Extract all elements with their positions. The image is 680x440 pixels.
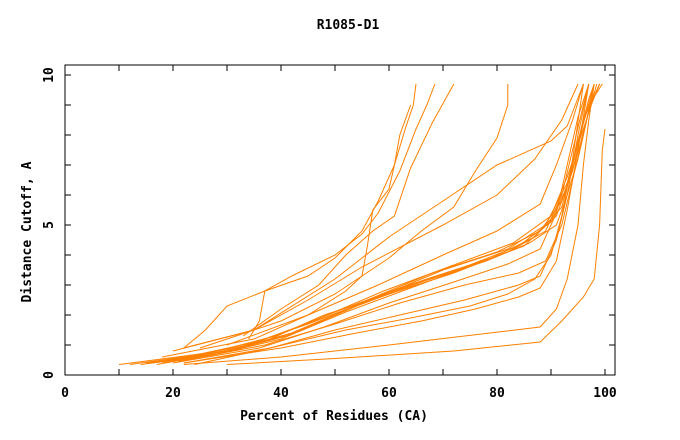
x-tick-label: 100 [593, 386, 617, 401]
series-line-8 [162, 83, 584, 358]
series-lines [118, 83, 606, 365]
axis-ticks: 0 20 40 60 80 100 0 5 10 [42, 65, 617, 401]
y-tick-label: 10 [42, 67, 57, 83]
series-line-1 [183, 83, 417, 349]
x-axis-label: Percent of Residues (CA) [240, 409, 428, 424]
x-tick-label: 20 [165, 386, 181, 401]
series-line-15 [162, 83, 603, 364]
series-line-6 [183, 83, 584, 349]
series-line-9 [118, 83, 590, 365]
x-tick-label: 80 [489, 386, 505, 401]
chart-title: R1085-D1 [317, 18, 380, 33]
y-tick-label: 0 [42, 371, 57, 379]
series-line-2 [248, 83, 436, 340]
series-line-18 [178, 83, 595, 362]
series-line-13 [151, 83, 601, 364]
series-line-21 [183, 83, 590, 364]
x-tick-label: 40 [273, 386, 289, 401]
x-tick-label: 0 [61, 386, 69, 401]
series-line-4 [226, 104, 412, 346]
series-line-19 [183, 83, 590, 364]
y-tick-label: 5 [42, 221, 57, 229]
series-line-23 [226, 128, 606, 365]
series-line-17 [172, 83, 590, 364]
series-line-7 [172, 83, 579, 352]
series-line-20 [194, 83, 584, 365]
series-line-14 [156, 83, 601, 365]
series-line-22 [183, 83, 595, 365]
y-axis-label: Distance Cutoff, A [20, 161, 35, 302]
series-line-5 [199, 84, 509, 349]
plot-frame [64, 64, 616, 376]
x-tick-label: 60 [381, 386, 397, 401]
series-line-3 [242, 83, 455, 337]
series-line-10 [129, 83, 595, 365]
